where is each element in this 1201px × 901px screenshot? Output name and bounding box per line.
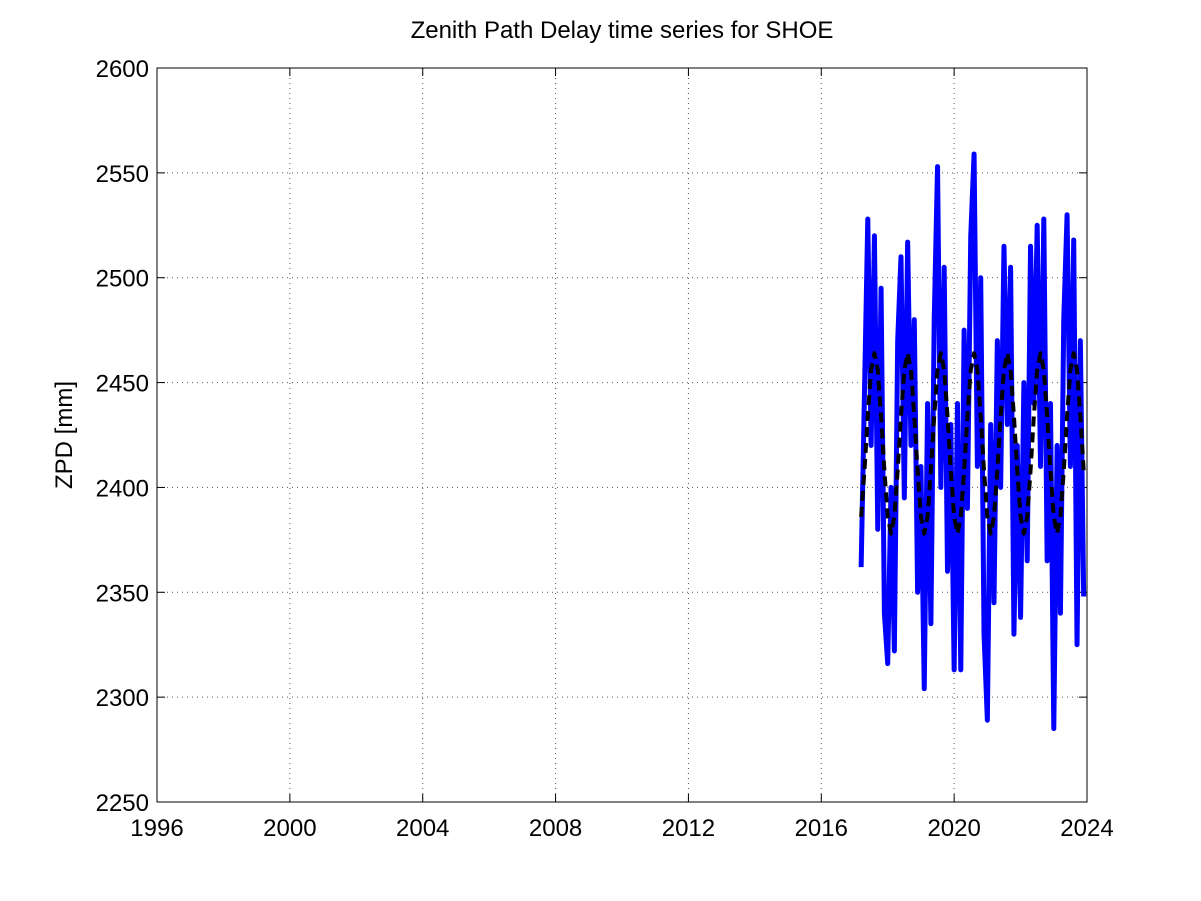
y-tick-label: 2350: [96, 580, 149, 607]
x-tick-label: 2008: [529, 815, 582, 842]
y-tick-label: 2500: [96, 266, 149, 293]
x-tick-label: 2000: [263, 815, 316, 842]
x-tick-label: 1996: [130, 815, 183, 842]
x-tick-label: 2004: [396, 815, 449, 842]
y-tick-label: 2300: [96, 685, 149, 712]
y-tick-label: 2600: [96, 56, 149, 83]
y-tick-label: 2250: [96, 790, 149, 817]
y-tick-label: 2550: [96, 161, 149, 188]
x-tick-label: 2016: [795, 815, 848, 842]
plot-frame: [156, 67, 1088, 803]
chart-title: Zenith Path Delay time series for SHOE: [411, 17, 834, 44]
y-tick-label: 2400: [96, 475, 149, 502]
y-axis-label: ZPD [mm]: [51, 381, 78, 489]
x-tick-label: 2012: [662, 815, 715, 842]
series-line: [859, 351, 1086, 536]
y-tick-label: 2450: [96, 371, 149, 398]
series-line: [858, 151, 1087, 732]
x-tick-label: 2024: [1060, 815, 1113, 842]
x-tick-label: 2020: [927, 815, 980, 842]
